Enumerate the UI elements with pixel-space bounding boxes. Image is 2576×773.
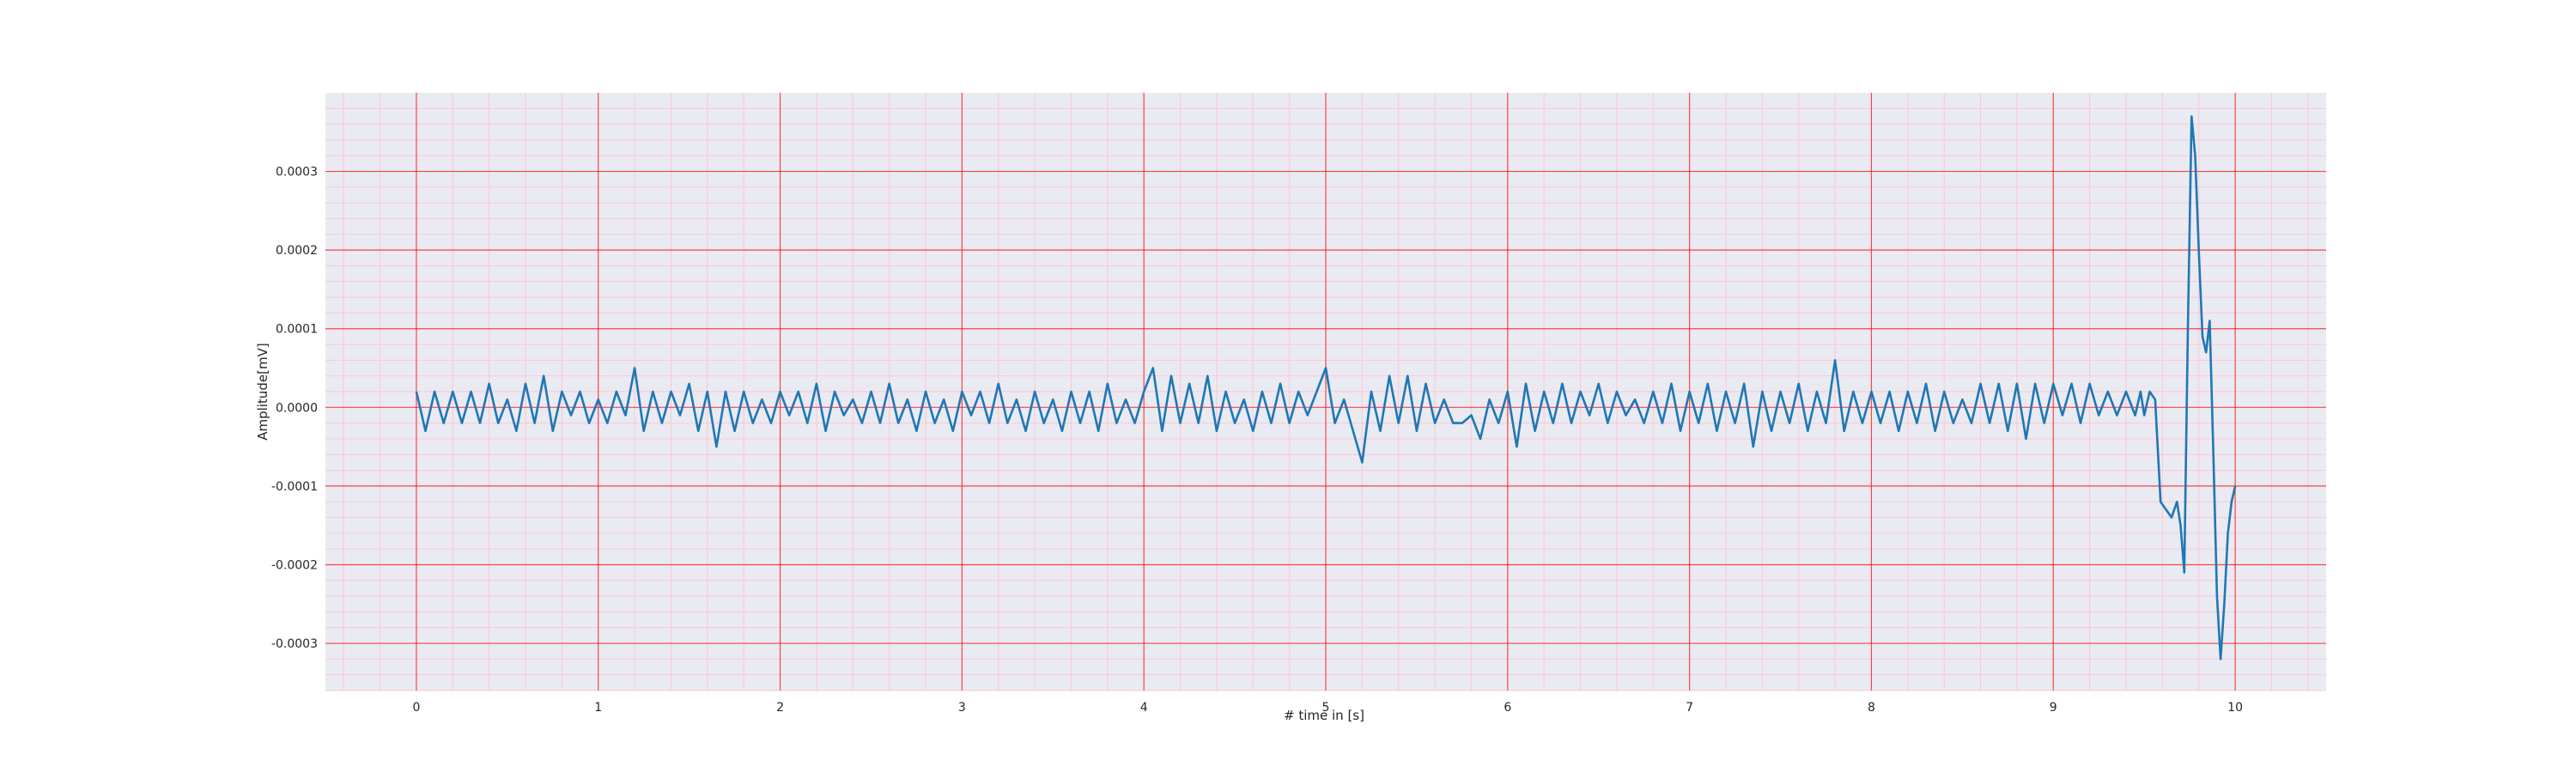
x-tick-label: 6 (1504, 701, 1511, 715)
x-tick-label: 0 (412, 701, 420, 715)
x-tick-label: 9 (2050, 701, 2057, 715)
x-tick-label: 8 (1868, 701, 1875, 715)
x-tick-label: 1 (594, 701, 602, 715)
y-tick-label: 0.0001 (276, 323, 318, 337)
x-tick-label: 4 (1140, 701, 1148, 715)
major-grid (325, 93, 2326, 691)
x-tick-label: 7 (1686, 701, 1693, 715)
y-tick-label: 0.0002 (276, 244, 318, 258)
y-axis-ticks: -0.0003 -0.0002 -0.0001 0.0000 0.0001 0.0002 0… (271, 166, 318, 651)
x-tick-label: 10 (2227, 701, 2243, 715)
y-tick-label: 0.0000 (276, 401, 318, 415)
x-tick-label: 5 (1322, 701, 1330, 715)
x-axis-ticks: 0 1 2 3 4 5 6 7 8 9 10 (412, 701, 2243, 715)
x-tick-label: 2 (776, 701, 784, 715)
x-axis-label: # time in [s] (1284, 708, 1364, 723)
series-line (415, 115, 2237, 660)
y-tick-label: -0.0002 (271, 558, 318, 572)
y-tick-label: -0.0001 (271, 480, 318, 494)
y-tick-label: -0.0003 (271, 637, 318, 651)
y-axis-label: Amplitude[mV] (255, 343, 270, 440)
series-group (415, 115, 2237, 660)
y-tick-label: 0.0003 (276, 166, 318, 180)
x-tick-label: 3 (958, 701, 966, 715)
